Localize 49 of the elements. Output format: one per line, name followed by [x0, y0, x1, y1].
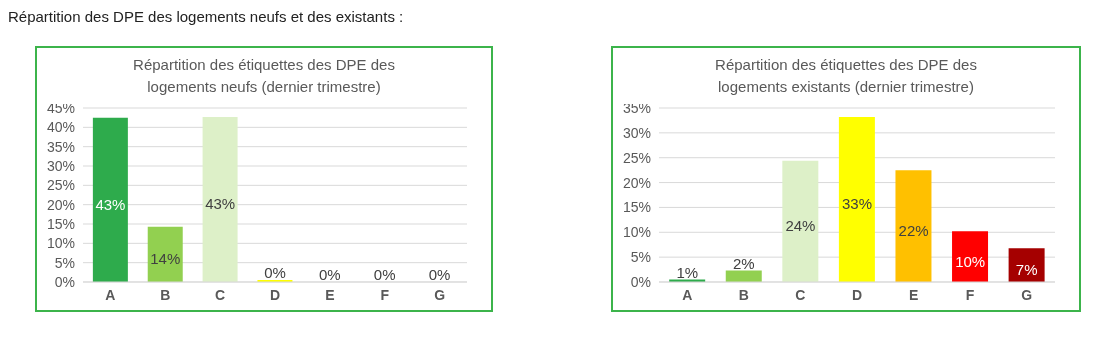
text: Répartition des DPE des logements neufs et des existants : [8, 8, 405, 27]
y-tick-label: 0% [54, 273, 75, 290]
y-tick-label: 20% [46, 196, 75, 213]
y-tick-label: 40% [46, 119, 75, 136]
x-tick-label: C [795, 286, 806, 303]
x-tick-label: A [105, 286, 116, 303]
x-tick-label: D [851, 286, 863, 303]
y-tick-label: 35% [46, 138, 75, 155]
y-tick-label: 30% [46, 157, 75, 174]
x-tick-label: A [682, 286, 693, 303]
data-label: 1% [676, 263, 699, 281]
data-label: 2% [733, 254, 755, 272]
x-tick-label: F [380, 286, 390, 303]
y-tick-label: 30% [622, 124, 651, 141]
data-label: 10% [955, 252, 986, 270]
data-label: 33% [841, 195, 873, 213]
y-tick-label: 15% [46, 215, 75, 232]
x-tick-label: B [738, 286, 749, 303]
y-tick-label: 10% [622, 224, 651, 241]
y-tick-label: 35% [622, 99, 651, 116]
y-tick-label: 5% [54, 254, 75, 271]
data-label: 43% [95, 195, 126, 213]
data-label: 0% [428, 266, 451, 283]
data-label: 24% [785, 217, 816, 235]
x-tick-label: E [908, 286, 919, 303]
x-tick-label: C [215, 286, 226, 303]
x-tick-label: B [160, 286, 171, 303]
y-tick-label: 20% [622, 174, 651, 191]
y-tick-label: 0% [630, 273, 651, 290]
data-label: 0% [319, 266, 341, 283]
y-tick-label: 5% [630, 249, 651, 266]
y-tick-label: 25% [46, 177, 75, 194]
data-label: 0% [264, 264, 286, 282]
x-tick-label: D [269, 286, 281, 303]
data-label: 43% [205, 195, 236, 213]
data-label: 7% [1015, 261, 1038, 279]
y-tick-label: 10% [46, 235, 75, 252]
x-tick-label: G [434, 286, 446, 303]
data-label: 0% [373, 266, 396, 283]
data-label: 22% [898, 222, 929, 240]
chart-title: Répartition des étiquettes des DPE des logements neufs (dernier trimestre) [132, 55, 396, 97]
data-label: 14% [150, 250, 181, 268]
y-tick-label: 25% [622, 149, 651, 166]
x-tick-label: F [965, 286, 975, 303]
x-tick-label: E [325, 286, 335, 303]
y-tick-label: 15% [622, 199, 651, 216]
chart-title: Répartition des étiquettes des DPE des logements existants (dernier trimestre) [714, 55, 978, 97]
x-tick-label: G [1021, 286, 1033, 303]
y-tick-label: 45% [46, 99, 75, 116]
